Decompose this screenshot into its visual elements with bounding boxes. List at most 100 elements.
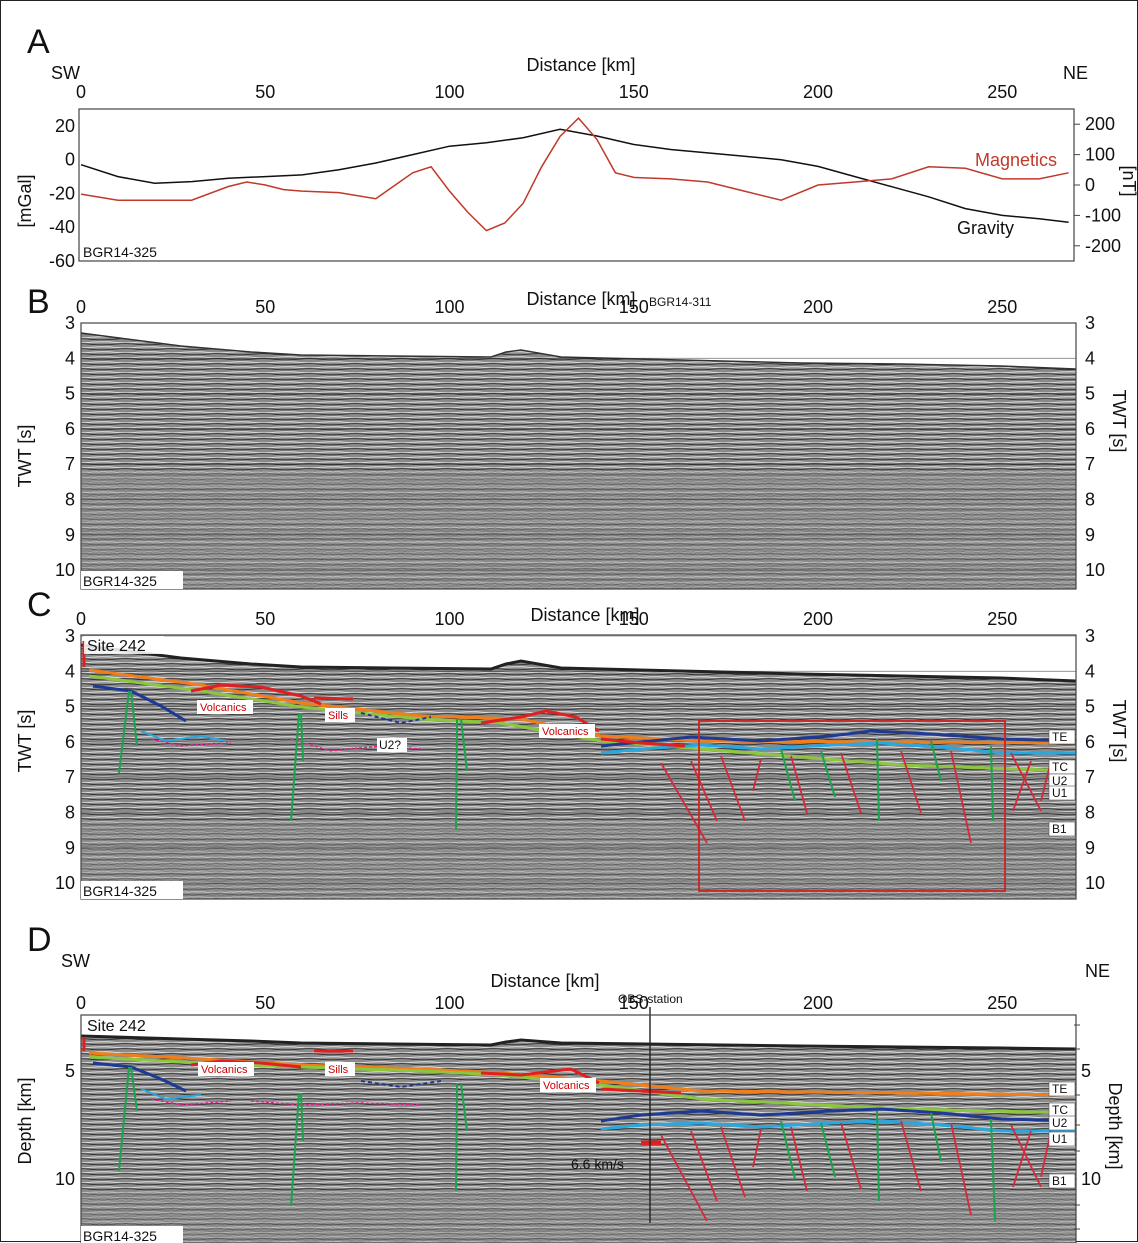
panel-c-y-tick-right: 9 [1085,838,1095,858]
panel-a-y-tick-right: 200 [1085,114,1115,134]
horizon-label-b1: B1 [1052,1174,1067,1188]
panel-c-x-tick: 200 [803,609,833,629]
panel-b-profile: BGR14-325 [83,573,157,589]
panel-b-y-tick-right: 10 [1085,560,1105,580]
panel-b-y-tick-right: 7 [1085,454,1095,474]
panel-b-y-tick-right: 8 [1085,490,1095,510]
panel-c-y-tick-right: 8 [1085,803,1095,823]
panel-c-grid [81,635,1076,884]
panel-d-y-tick-right: 5 [1081,1061,1091,1081]
panel-d-y-tick: 10 [55,1169,75,1189]
panel-c-x-ticks: 0 50 100 150 200 250 [76,609,1017,629]
panel-c-sills: Sills [328,710,349,722]
panel-b-y-ticks: 3 3 4 4 5 5 6 6 7 7 8 8 9 9 10 10 [55,313,1105,580]
panel-a-frame [78,108,1075,262]
panel-b-y-tick-right: 4 [1085,348,1095,368]
panel-d-volcanics-2: Volcanics [543,1080,590,1092]
panel-b-crossing: BGR14-311 [649,295,712,309]
panel-a-y-tick-right: 100 [1085,145,1115,165]
panel-c-y-tick-right: 4 [1085,661,1095,681]
panel-a-x-ticks: 0 50 100 150 200 250 [76,82,1017,102]
gravity-line [80,128,1069,223]
panel-c-y-left: TWT [s] [15,710,35,773]
panel-b-y-tick: 8 [65,490,75,510]
horizon-label-box [1048,1131,1076,1147]
panel-a-y-ticks: 20 0 -20 -40 -60 [49,116,75,271]
panel-d-ne: NE [1085,961,1110,981]
panel-a-y-right: [nT] [1119,165,1138,196]
panel-c-y-right: TWT [s] [1109,700,1129,763]
panel-c-y-tick-right: 6 [1085,732,1095,752]
panel-d-x-ticks: 0 50 100 150 200 250 [76,993,1017,1013]
horizon-label-box [1048,1173,1076,1189]
panel-d-y-left: Depth [km] [15,1077,35,1164]
horizon-label-b1: B1 [1052,822,1067,836]
panel-a-label: A [27,23,50,61]
panel-d-site: Site 242 [87,1018,146,1035]
panel-b-section [80,332,1077,589]
panel-c-sills-box [325,708,355,722]
panel-b-y-tick: 5 [65,384,75,404]
panel-c-volcanics-1: Volcanics [200,702,247,714]
horizon-label-box [1048,785,1076,801]
panel-c-y-ticks: 3 3 4 4 5 5 6 6 7 7 8 8 9 9 10 10 [55,626,1105,893]
panel-b-x-tick: 0 [76,297,86,317]
panel-c-u2q-box [377,738,407,752]
panel-d-y-right: Depth [km] [1105,1082,1125,1169]
horizon-label-box [1048,1115,1076,1131]
panel-c-y-tick-right: 7 [1085,767,1095,787]
panel-c-volcanics-1-box [197,700,253,714]
panel-b-x-tick: 100 [434,297,464,317]
panel-a-y-left: [mGal] [15,174,35,227]
panel-c-u2q: U2? [379,738,401,752]
panel-b-label: B [27,283,50,321]
panel-d-sills-box [325,1062,355,1076]
panel-b-x-title: Distance [km] [526,289,635,309]
panel-a-x-tick: 150 [619,82,649,102]
panel-c-y-tick: 6 [65,732,75,752]
panel-c-y-tick: 4 [65,661,75,681]
panel-c-x-tick: 0 [76,609,86,629]
panel-a-x-tick: 100 [434,82,464,102]
panel-d-sills: Sills [328,1064,349,1076]
magnetics-line [80,117,1069,232]
magnetics-legend: Magnetics [975,150,1057,170]
panel-b-y-tick: 7 [65,454,75,474]
panel-c-label: C [27,586,52,624]
panel-d-volcanics-1: Volcanics [201,1064,248,1076]
panel-c-y-tick: 7 [65,767,75,787]
horizon-label-te: TE [1052,730,1067,744]
panel-a-y-tick: -60 [49,251,75,271]
panel-d-section [80,1034,1077,1243]
horizon-label-u2: U2 [1052,774,1068,788]
horizon-label-box [1048,1081,1076,1097]
panel-a-y-tick: 0 [65,150,75,170]
panel-d-x-tick: 200 [803,993,833,1013]
panel-d-volcanics-2-box [540,1078,596,1092]
panel-c-interpretation [82,641,1077,892]
panel-a-x-title: Distance [km] [526,55,635,75]
panel-d-sw: SW [61,951,90,971]
panel-d-obs: OBS-station [618,992,683,1006]
panel-a-x-tick: 0 [76,82,86,102]
horizon-label-te: TE [1052,1082,1067,1096]
panel-a-y-ticks-right: 200 100 0 -100 -200 [1074,114,1121,256]
panel-b-x-tick: 250 [987,297,1017,317]
panel-d-volcanics-1-box [198,1062,254,1076]
panel-b-y-tick-right: 3 [1085,313,1095,333]
panel-d-frame [80,1014,1077,1243]
panel-b-profile-box [81,571,183,589]
panel-c-profile-box [81,881,183,899]
panel-b-y-tick-right: 6 [1085,419,1095,439]
panel-c-y-tick: 5 [65,697,75,717]
panel-b-y-tick: 3 [65,313,75,333]
panel-b-x-tick: 50 [255,297,275,317]
panel-b-y-right: TWT [s] [1109,390,1129,453]
horizon-label-tc: TC [1052,1103,1068,1117]
horizon-label-u1: U1 [1052,786,1068,800]
panel-b-y-tick-right: 9 [1085,525,1095,545]
panel-c-x-tick: 50 [255,609,275,629]
